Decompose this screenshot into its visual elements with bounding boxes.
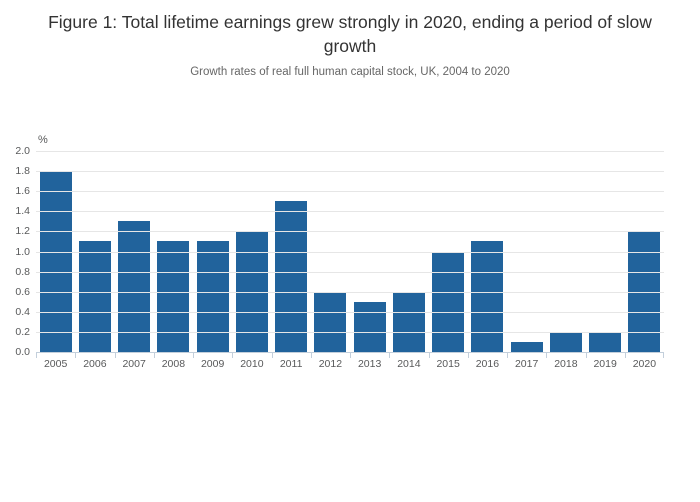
bar-2019 [589, 331, 622, 352]
x-axis-tick-label: 2008 [161, 358, 186, 370]
bar-2012 [314, 291, 347, 352]
y-axis-tick-label: 0.0 [15, 346, 30, 358]
bar-cell [193, 151, 232, 352]
x-axis-tick [546, 353, 548, 358]
bar-cell [311, 151, 350, 352]
gridline [36, 191, 664, 193]
bar-cell [546, 151, 585, 352]
y-axis-tick-label: 1.0 [15, 245, 30, 258]
x-axis-tick-label: 2020 [632, 358, 657, 370]
bar-cell [389, 151, 428, 352]
x-axis-tick [428, 353, 430, 358]
bar-2006 [78, 241, 111, 352]
bar-2009 [196, 241, 229, 352]
bar-cell [272, 151, 311, 352]
gridline [36, 151, 664, 152]
x-axis-tick [193, 353, 194, 358]
x-axis-tick [232, 353, 234, 358]
bar-cell [429, 151, 468, 352]
plot-area: 0.0 0.2 0.4 0.6 0.8 1.0 1.2 1.4 1.6 1.8 2.0 [15, 145, 664, 358]
x-axis-tick [153, 353, 155, 358]
bar-2016 [471, 241, 504, 352]
bar-2017 [510, 341, 543, 352]
x-axis-tick-label: 2016 [475, 358, 500, 370]
x-axis-tick [507, 353, 508, 358]
y-axis-tick-label: 0.6 [15, 285, 30, 298]
y-axis-tick-label: 2.0 [15, 145, 30, 157]
bar-2011 [275, 201, 308, 352]
x-axis-tick-label: 2019 [593, 358, 617, 370]
x-axis-tick-label: 2014 [397, 358, 421, 370]
y-axis-tick-label: 0.2 [15, 325, 30, 338]
x-axis-tick-label: 2007 [122, 358, 146, 370]
y-axis-tick-label: 1.8 [15, 165, 30, 178]
y-axis-tick-label: 1.6 [15, 185, 30, 198]
x-axis-tick [624, 353, 626, 358]
x-axis-tick-label: 2012 [318, 358, 343, 370]
x-axis-tick [310, 353, 312, 358]
y-axis-tick-label: 1.4 [15, 205, 30, 218]
x-axis-tick [585, 353, 587, 358]
x-axis-tick [389, 353, 391, 358]
x-axis-tick-label: 2013 [357, 358, 382, 370]
y-axis-unit-label: % [38, 134, 48, 146]
x-axis-tick-label: 2005 [43, 358, 68, 370]
x-axis-tick-label: 2011 [279, 358, 303, 370]
x-axis-tick-label: 2015 [436, 358, 460, 370]
gridline [36, 171, 664, 173]
bar-2018 [549, 331, 582, 352]
bar-2014 [392, 291, 425, 352]
x-axis-tick-label: 2009 [200, 358, 225, 370]
bar-2005 [39, 171, 72, 352]
x-axis-tick [75, 353, 77, 358]
bar-cell [468, 151, 507, 352]
chart-title: Figure 1: Total lifetime earnings grew s… [48, 12, 652, 56]
x-axis-tick [467, 353, 469, 358]
gridline [36, 271, 664, 273]
x-axis-tick-label: 2017 [514, 358, 539, 370]
x-axis-tick [114, 353, 116, 358]
gridline [36, 211, 664, 213]
y-axis-tick-label: 0.8 [15, 265, 30, 278]
gridline [36, 291, 664, 293]
bar-cell [36, 151, 75, 352]
bar-cell [75, 151, 114, 352]
bar-cell [586, 151, 625, 352]
x-axis-tick [350, 353, 351, 358]
y-axis-tick-label: 1.2 [15, 225, 30, 238]
bar-cell [507, 151, 546, 352]
x-axis-tick-label: 2018 [554, 358, 578, 370]
bar-2007 [118, 221, 151, 352]
gridline [36, 231, 664, 233]
bar-cell [154, 151, 193, 352]
bar-2015 [432, 251, 465, 352]
chart-subtitle: Growth rates of real full human capital … [190, 66, 510, 78]
gridline [36, 331, 664, 333]
bar-2008 [157, 241, 190, 352]
gridline [36, 251, 664, 253]
y-axis-tick-label: 0.4 [15, 305, 30, 318]
x-axis-tick-label: 2006 [83, 358, 107, 370]
gridline [36, 311, 664, 313]
x-axis-tick [36, 353, 37, 358]
bar-cell [115, 151, 154, 352]
bar-cell [350, 151, 389, 352]
bar-2013 [353, 301, 386, 352]
x-axis-tick-label: 2010 [240, 358, 264, 370]
x-axis-tick [271, 353, 273, 358]
x-axis-tick [663, 353, 664, 358]
x-axis-labels: 2005 2006 2007 2008 2009 2010 2011 2012 2013 2014… [36, 358, 664, 370]
